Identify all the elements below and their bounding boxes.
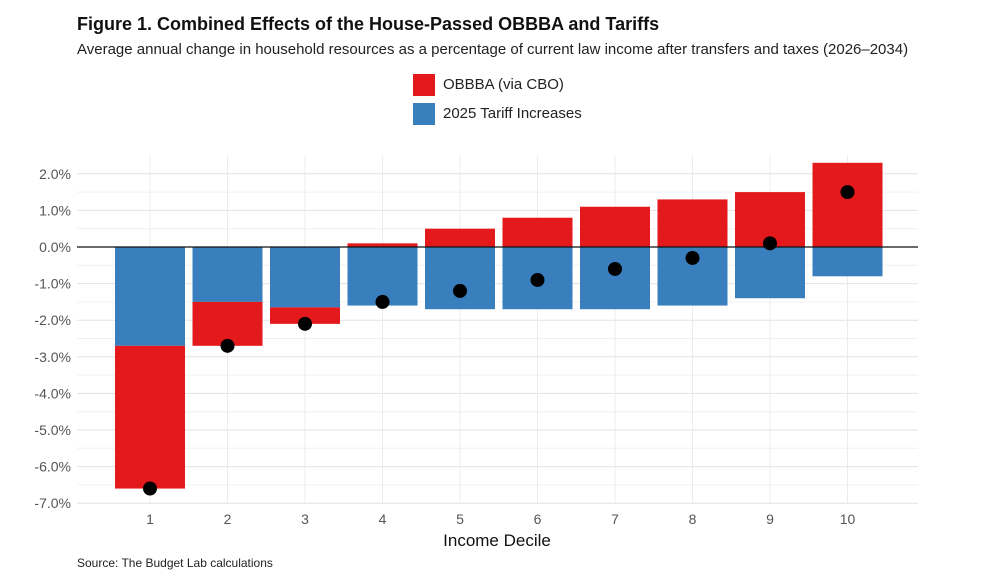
net-point [143,481,157,496]
legend-item-obbba: OBBBA (via CBO) [413,70,582,99]
bar-obbba [192,301,263,346]
legend-swatch-obbba [413,73,435,96]
x-tick-label: 2 [224,511,232,527]
y-tick-label: -6.0% [34,459,71,475]
x-tick-label: 9 [766,511,774,527]
bar-obbba [347,243,418,247]
bar-obbba [502,217,573,247]
y-tick-label: -4.0% [34,385,71,401]
x-tick-label: 4 [379,511,387,527]
bar-tariff [425,247,495,310]
legend-swatch-tariff [413,102,435,125]
x-tick-label: 6 [534,511,542,527]
net-point [220,338,235,353]
net-point [530,272,545,287]
net-point [375,294,390,309]
bar-tariff [812,247,883,277]
x-tick-label: 7 [611,511,619,527]
net-point [763,236,777,251]
y-tick-label: -1.0% [34,276,71,292]
net-point [608,261,622,276]
y-tick-label: -5.0% [34,422,71,438]
bar-obbba [657,199,728,247]
bar-tariff [735,247,805,299]
x-tick-label: 3 [301,511,309,527]
y-tick-label: -2.0% [34,312,71,328]
legend-label-obbba: OBBBA (via CBO) [443,76,564,93]
source-note: Source: The Budget Lab calculations [77,556,273,570]
x-tick-label: 1 [146,511,154,527]
legend-label-tariff: 2025 Tariff Increases [443,105,582,122]
x-tick-label: 5 [456,511,464,527]
x-tick-label: 10 [840,511,856,527]
bar-tariff [192,247,263,302]
y-tick-label: 0.0% [39,239,71,255]
bar-obbba [812,162,883,247]
bar-tariff [270,247,340,308]
legend: OBBBA (via CBO) 2025 Tariff Increases [413,70,582,128]
x-tick-label: 8 [689,511,697,527]
bar-obbba [580,206,650,247]
legend-item-tariff: 2025 Tariff Increases [413,99,582,128]
chart-title: Figure 1. Combined Effects of the House-… [77,14,660,34]
net-point [298,316,312,331]
net-point [685,250,700,265]
net-point [453,283,467,298]
chart-subtitle: Average annual change in household resou… [77,41,909,58]
y-tick-label: -3.0% [34,349,71,365]
bar-obbba [425,228,495,247]
net-point [840,185,855,200]
bar-obbba [270,307,340,324]
y-tick-label: 2.0% [39,166,71,182]
bar-tariff [115,247,185,346]
bar-tariff [580,247,650,310]
y-tick-label: -7.0% [34,495,71,511]
bar-obbba [115,345,185,489]
x-axis-title: Income Decile [443,531,551,550]
y-tick-label: 1.0% [39,202,71,218]
